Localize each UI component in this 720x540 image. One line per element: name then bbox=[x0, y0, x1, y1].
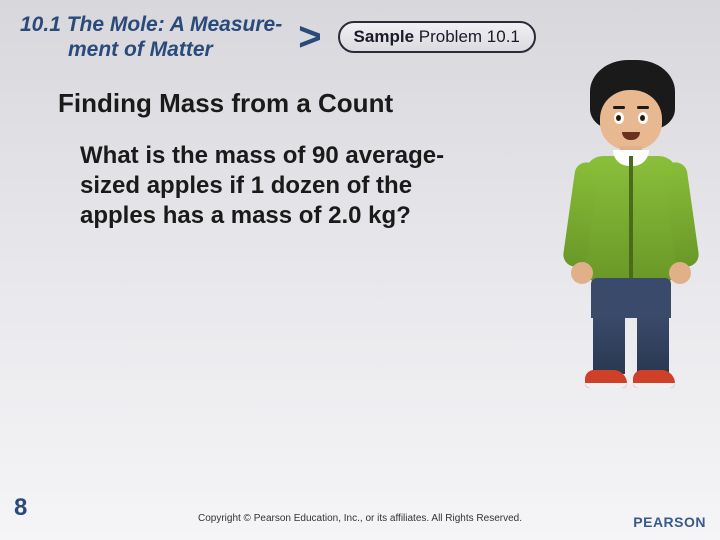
sample-problem-badge: Sample Problem 10.1 bbox=[338, 21, 536, 53]
chevron-icon: > bbox=[298, 17, 321, 57]
badge-rest: Problem 10.1 bbox=[414, 27, 520, 46]
section-title-line2: ment of Matter bbox=[68, 38, 213, 61]
pearson-logo: PEARSON bbox=[633, 514, 706, 530]
badge-bold: Sample bbox=[354, 27, 414, 46]
section-title: 10.1 The Mole: A Measure- ment of Matter bbox=[20, 12, 282, 62]
problem-text: What is the mass of 90 average-sized app… bbox=[80, 141, 460, 231]
page-number: 8 bbox=[14, 494, 27, 522]
section-title-line1: 10.1 The Mole: A Measure- bbox=[20, 13, 282, 36]
character-illustration bbox=[535, 60, 715, 390]
copyright-text: Copyright © Pearson Education, Inc., or … bbox=[160, 513, 560, 524]
